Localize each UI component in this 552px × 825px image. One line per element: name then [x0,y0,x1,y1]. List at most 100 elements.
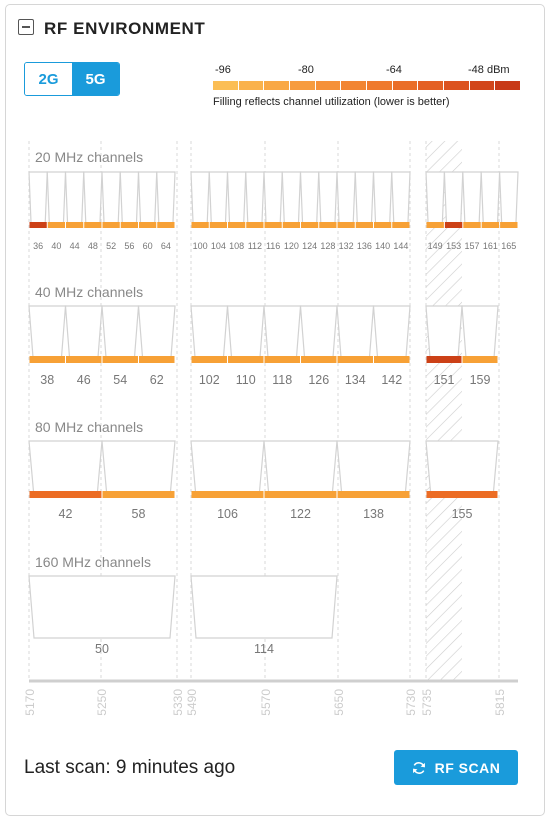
legend-tick: -64 [386,64,402,76]
collapse-icon[interactable] [18,19,34,35]
band-2g-button[interactable]: 2G [25,63,72,95]
channel-block [190,440,265,498]
channel-block [64,171,85,228]
channel-number: 138 [363,507,384,521]
channel-block [425,171,446,228]
legend-color-bar [213,81,521,90]
channel-block [137,171,158,228]
channel-number: 124 [302,241,317,251]
utilization-bar [337,222,355,228]
channel-block [46,171,67,228]
channel-block [263,171,283,228]
utilization-bar [139,356,175,363]
dfs-hatched-zone [426,141,462,681]
channel-block [190,575,338,639]
utilization-bar [264,491,337,498]
channel-number: 64 [161,241,171,251]
legend-note: Filling reflects channel utilization (lo… [213,96,450,108]
channel-block [83,171,103,228]
legend-step [213,81,238,90]
legend-step [264,81,290,90]
utilization-bar [463,222,481,228]
utilization-bar [47,222,65,228]
utilization-bar [500,222,518,228]
channel-number: 128 [320,241,335,251]
channel-number: 46 [77,373,91,387]
frequency-label: 5730 [404,689,418,716]
utilization-bar [29,356,65,363]
channel-number: 144 [393,241,408,251]
channel-number: 142 [381,373,402,387]
channel-number: 136 [357,241,372,251]
utilization-bar [228,222,246,228]
group-label: 80 MHz channels [35,419,143,435]
channel-block [226,305,265,363]
utilization-bar [228,356,264,363]
channel-block [354,171,375,228]
frequency-label: 5170 [23,689,37,716]
utilization-bar [426,356,462,363]
channel-block [318,171,338,228]
channel-number: 112 [248,241,262,251]
channel-number: 36 [33,241,43,251]
channel-block [480,171,501,228]
legend-tick: -80 [298,64,314,76]
channel-number: 140 [375,241,390,251]
channel-number: 104 [211,241,226,251]
channel-number: 100 [193,241,208,251]
channel-block [190,171,210,228]
utilization-bar [426,222,444,228]
utilization-bar [481,222,500,228]
utilization-bar [191,356,227,363]
channel-block [461,305,499,363]
utilization-bar [374,222,392,228]
rf-scan-button[interactable]: RF SCAN [394,750,518,785]
channel-block [190,305,229,363]
channel-block [443,171,464,228]
legend-step [367,81,392,90]
channel-block [263,305,302,363]
utilization-bar [209,222,227,228]
frequency-label: 5650 [332,689,346,716]
channel-block [372,171,393,228]
channel-block [226,171,247,228]
channel-number: 126 [308,373,329,387]
utilization-bar [139,222,157,228]
channel-block [28,440,103,498]
channel-block [28,575,176,639]
refresh-icon [412,761,425,774]
channel-number: 165 [501,241,516,251]
channel-number: 155 [452,507,473,521]
channel-number: 56 [124,241,134,251]
channel-number: 116 [266,241,280,251]
utilization-bar [66,222,84,228]
utilization-bar [374,356,410,363]
channel-block [119,171,140,228]
channel-number: 161 [483,241,498,251]
utilization-bar [426,491,498,498]
channel-block [281,171,302,228]
legend-scale: -96 -80 -64 -48 dBm [213,64,525,78]
utilization-bar [191,491,264,498]
utilization-bar [66,356,102,363]
utilization-bar [246,222,264,228]
channel-block [372,305,411,363]
legend-step [315,81,341,90]
channel-number: 106 [217,507,238,521]
channel-number: 134 [345,373,366,387]
utilization-bar [301,356,337,363]
frequency-label: 5250 [95,689,109,716]
utilization-bar [462,356,498,363]
utilization-bar [444,222,463,228]
channel-number: 122 [290,507,311,521]
channel-number: 110 [236,373,256,387]
channel-block [263,440,338,498]
last-scan-text: Last scan: 9 minutes ago [24,757,236,778]
panel-title: RF ENVIRONMENT [44,19,206,38]
channel-block [156,171,176,228]
channel-block [101,171,121,228]
utilization-bar [157,222,175,228]
channel-block [28,171,48,228]
channel-block [245,171,265,228]
band-5g-button[interactable]: 5G [72,63,119,95]
